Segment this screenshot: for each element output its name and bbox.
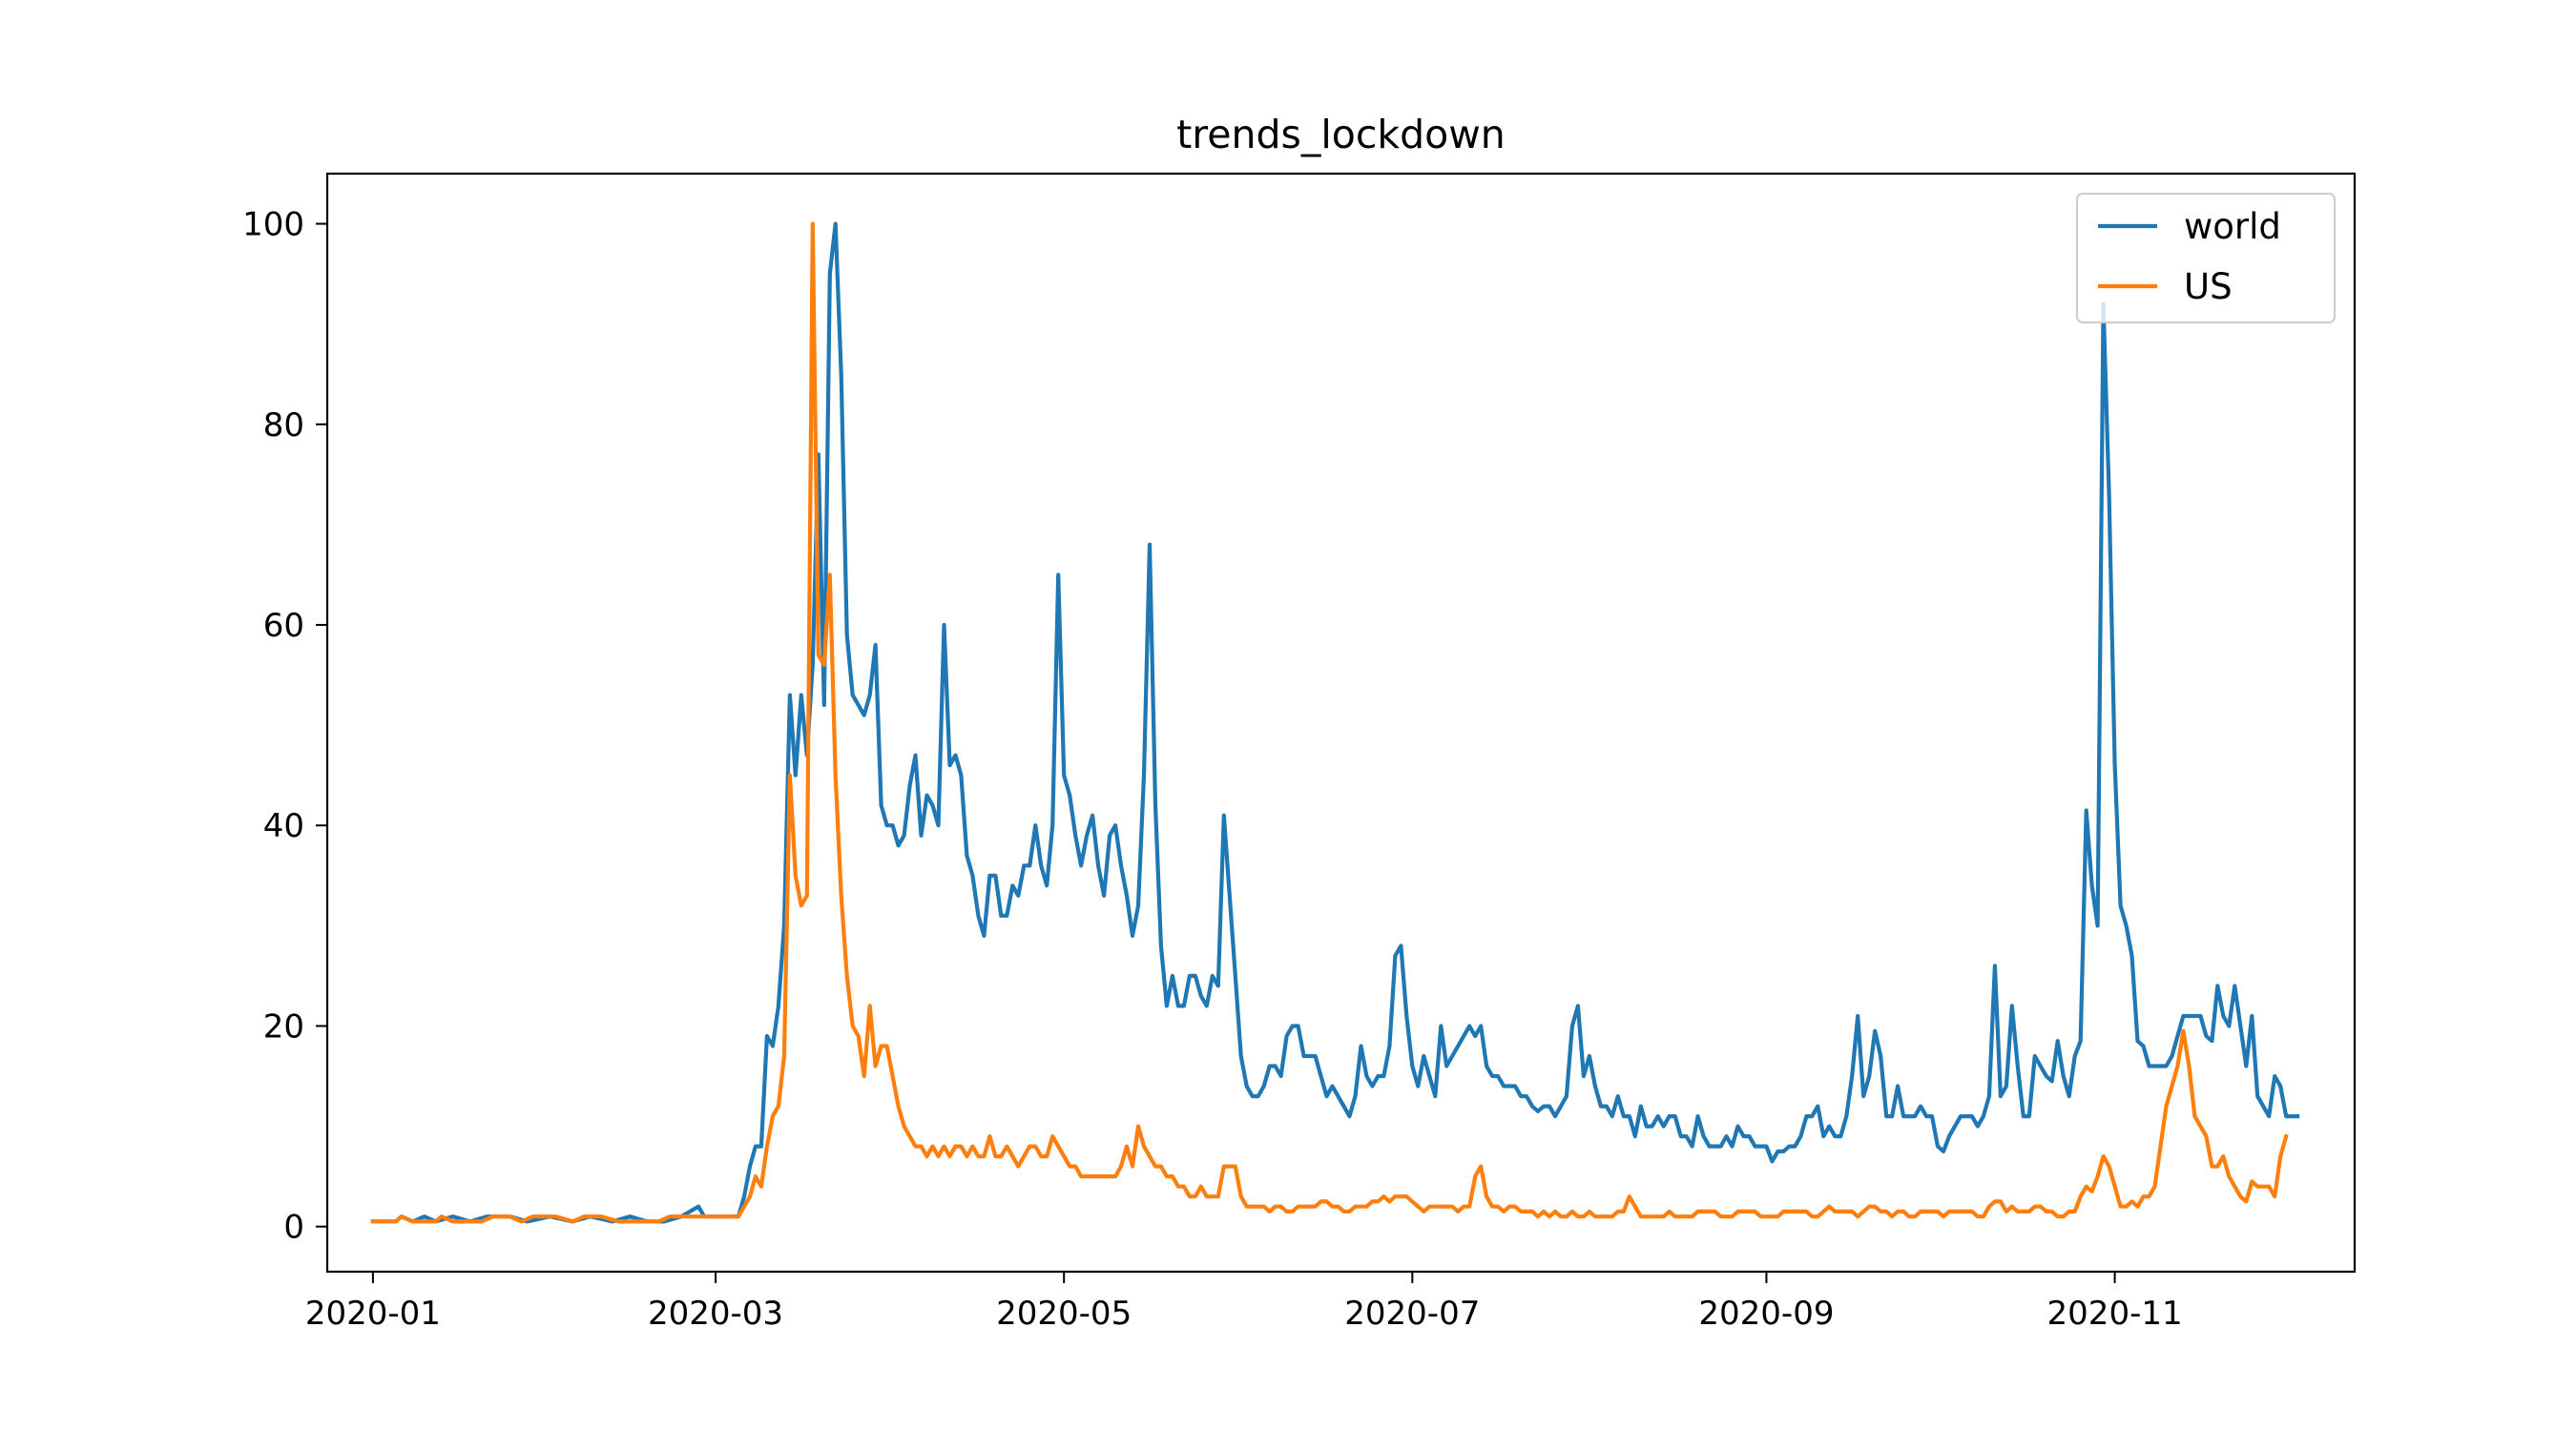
x-tick-label: 2020-07 [1344,1295,1480,1333]
x-tick-label: 2020-05 [996,1295,1132,1333]
chart-title: trends_lockdown [1176,112,1506,157]
y-tick-label: 20 [263,1007,304,1046]
series-line-us [370,221,2289,1224]
y-tick-label: 100 [242,206,304,244]
y-axis: 0 20 40 60 80 100 [242,206,327,1247]
x-tick-label: 2020-01 [305,1295,441,1333]
legend-label-us: US [2184,266,2233,307]
series-line-world [370,221,2300,1224]
y-tick-label: 80 [263,406,304,445]
plot-area [370,221,2300,1224]
legend: world US [2076,193,2336,323]
x-axis: 2020-01 2020-03 2020-05 2020-07 2020-09 2020-… [305,1272,2183,1333]
y-tick-label: 0 [283,1209,304,1247]
x-tick-label: 2020-03 [648,1295,783,1333]
x-tick-label: 2020-11 [2047,1295,2183,1333]
legend-label-world: world [2184,206,2281,247]
y-tick-label: 60 [263,607,304,645]
plot-frame [325,172,2357,1274]
y-tick-label: 40 [263,807,304,845]
x-tick-label: 2020-09 [1698,1295,1834,1333]
